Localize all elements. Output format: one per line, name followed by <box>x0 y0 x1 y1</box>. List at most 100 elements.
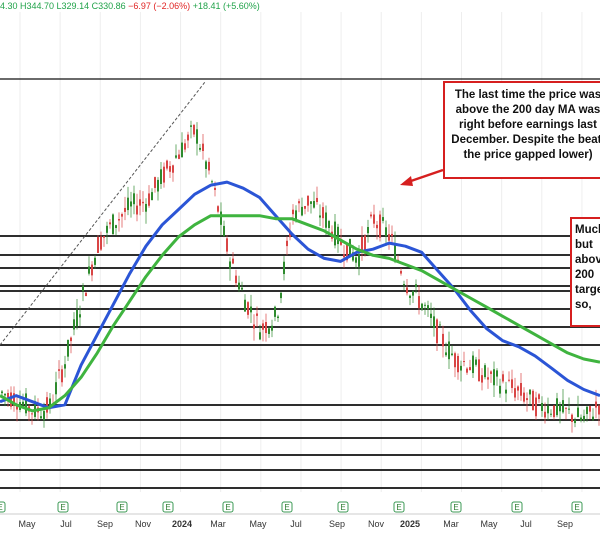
price-body <box>496 370 498 377</box>
price-body <box>478 359 480 382</box>
price-body <box>217 206 219 212</box>
price-body <box>445 352 447 356</box>
price-body <box>475 359 477 365</box>
price-body <box>88 266 90 274</box>
price-body <box>412 291 414 296</box>
price-body <box>55 382 57 395</box>
price-body <box>319 215 321 218</box>
ohlc-readout: 4.30 H344.70 L329.14 C330.86 −6.97 (−2.0… <box>0 0 260 12</box>
price-body <box>418 296 420 308</box>
earnings-marker-label: E <box>514 503 519 512</box>
price-body <box>295 210 297 220</box>
price-body <box>166 160 168 169</box>
earnings-marker <box>511 501 523 513</box>
price-body <box>565 407 567 409</box>
price-body <box>259 332 261 340</box>
price-body <box>346 244 348 261</box>
annotation-targets-text: Much but above 200 targets so, <box>575 224 600 311</box>
earnings-marker-label: E <box>396 503 401 512</box>
price-bars <box>1 120 600 433</box>
price-body <box>73 319 75 330</box>
price-body <box>232 258 234 264</box>
price-body <box>373 214 375 224</box>
price-body <box>127 197 129 211</box>
price-body <box>262 323 264 330</box>
price-body <box>22 401 24 405</box>
price-body <box>535 397 537 417</box>
price-body <box>118 219 120 221</box>
earnings-marker-label: E <box>453 503 458 512</box>
price-body <box>40 416 42 419</box>
price-body <box>106 225 108 233</box>
price-body <box>142 201 144 204</box>
change2-text: +18.41 (+5.60%) <box>192 1 260 11</box>
price-body <box>487 377 489 380</box>
x-tick-label: May <box>480 519 498 529</box>
earnings-marker <box>116 501 128 513</box>
price-body <box>160 169 162 185</box>
price-body <box>421 303 423 310</box>
price-body <box>124 207 126 212</box>
price-body <box>349 238 351 257</box>
price-body <box>85 292 87 297</box>
price-body <box>337 226 339 245</box>
price-body <box>370 214 372 217</box>
price-body <box>586 406 588 414</box>
x-tick-label: Mar <box>210 519 226 529</box>
price-body <box>7 393 9 398</box>
price-body <box>178 154 180 159</box>
earnings-marker-label: E <box>574 503 579 512</box>
x-tick-label: Sep <box>329 519 345 529</box>
price-body <box>82 285 84 291</box>
price-body <box>130 201 132 207</box>
price-body <box>1 391 3 394</box>
price-body <box>376 224 378 229</box>
price-body <box>382 217 384 221</box>
price-body <box>325 212 327 228</box>
trendline <box>0 81 206 346</box>
price-body <box>277 316 279 319</box>
price-body <box>274 306 276 317</box>
price-body <box>439 324 441 326</box>
price-body <box>523 392 525 402</box>
price-body <box>172 165 174 173</box>
price-body <box>577 407 579 418</box>
price-body <box>409 295 411 298</box>
price-body <box>100 236 102 250</box>
price-body <box>31 413 33 415</box>
price-body <box>454 353 456 368</box>
price-body <box>76 309 78 327</box>
price-body <box>247 302 249 315</box>
price-body <box>157 179 159 192</box>
price-body <box>352 252 354 261</box>
x-tick-label: Jul <box>290 519 302 529</box>
price-body <box>301 206 303 216</box>
price-body <box>238 282 240 290</box>
price-body <box>355 257 357 263</box>
price-body <box>568 408 570 410</box>
price-body <box>187 134 189 141</box>
price-body <box>526 398 528 401</box>
price-body <box>544 411 546 418</box>
price-body <box>574 419 576 424</box>
price-body <box>433 316 435 329</box>
price-body <box>358 253 360 267</box>
trendline-layer <box>0 81 206 346</box>
price-body <box>463 361 465 363</box>
price-body <box>391 233 393 237</box>
price-body <box>598 405 600 415</box>
price-body <box>481 375 483 383</box>
price-body <box>541 402 543 411</box>
x-tick-label: Nov <box>135 519 152 529</box>
price-body <box>79 314 81 318</box>
price-body <box>520 382 522 396</box>
price-body <box>223 225 225 237</box>
price-body <box>361 237 363 253</box>
price-body <box>343 254 345 258</box>
price-body <box>256 313 258 316</box>
price-body <box>499 385 501 394</box>
price-body <box>190 125 192 127</box>
price-body <box>406 287 408 294</box>
price-body <box>385 227 387 237</box>
price-body <box>268 328 270 334</box>
